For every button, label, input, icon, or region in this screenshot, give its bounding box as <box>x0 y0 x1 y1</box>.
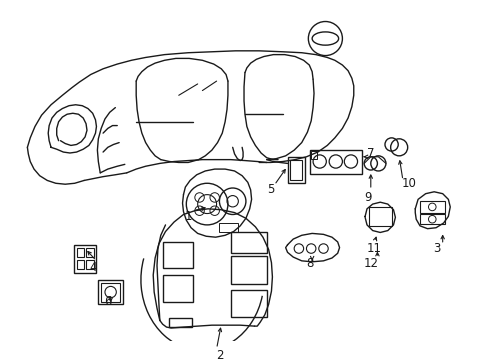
Text: 10: 10 <box>400 177 415 190</box>
Bar <box>290 159 301 180</box>
Text: 5: 5 <box>266 183 274 197</box>
Text: 4: 4 <box>90 261 97 274</box>
Bar <box>163 275 193 302</box>
Bar <box>287 157 304 183</box>
Bar <box>163 242 193 269</box>
Bar <box>419 215 444 224</box>
Bar <box>230 233 266 253</box>
Bar <box>219 223 238 233</box>
Bar <box>310 151 316 159</box>
Bar <box>77 260 84 269</box>
Bar <box>419 201 444 213</box>
Bar <box>230 290 266 317</box>
Bar <box>368 207 391 226</box>
Bar <box>86 260 93 269</box>
Text: 11: 11 <box>366 242 381 255</box>
Text: 12: 12 <box>363 257 378 270</box>
Text: 6: 6 <box>104 295 111 308</box>
Text: 8: 8 <box>306 257 313 270</box>
Text: 7: 7 <box>366 148 374 161</box>
Bar <box>309 150 362 174</box>
Bar <box>98 280 122 304</box>
Bar <box>86 248 93 257</box>
Text: 2: 2 <box>215 349 223 360</box>
Text: 3: 3 <box>432 242 440 255</box>
Bar <box>77 248 84 257</box>
Bar <box>169 318 192 327</box>
Bar <box>230 256 266 284</box>
Text: 1: 1 <box>184 210 192 223</box>
Text: 9: 9 <box>364 191 371 204</box>
Bar <box>101 283 120 302</box>
Bar <box>74 245 96 273</box>
